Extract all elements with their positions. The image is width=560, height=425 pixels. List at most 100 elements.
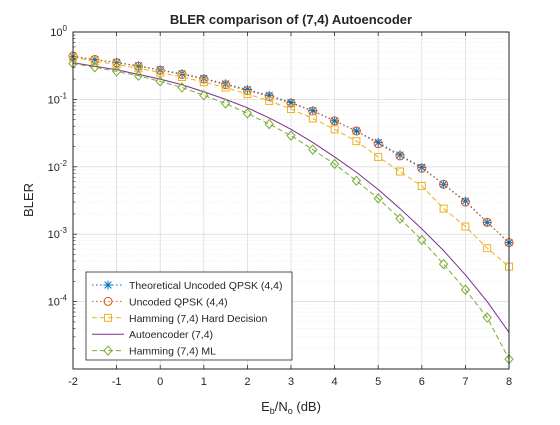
series-line <box>72 56 510 243</box>
x-tick-label: 4 <box>332 376 338 388</box>
data-point <box>329 158 340 170</box>
data-point <box>396 167 404 176</box>
legend-entry: Hamming (7,4) ML <box>92 345 216 358</box>
x-tick-label: 5 <box>375 376 381 388</box>
data-point <box>439 179 449 189</box>
x-axis-label-mid: /N <box>275 399 288 414</box>
data-point <box>199 78 208 87</box>
x-tick-label: -1 <box>112 376 122 388</box>
data-point <box>112 60 121 69</box>
x-tick-labels: -2 -1 0 1 2 3 4 5 6 7 8 <box>68 376 512 388</box>
x-tick-label: 2 <box>244 376 250 388</box>
data-point <box>178 72 186 81</box>
y-tick-label: 10-1 <box>48 91 68 106</box>
series-line <box>72 56 510 268</box>
data-point <box>90 61 100 73</box>
data-point <box>352 137 361 146</box>
x-axis-label-base: E <box>261 399 270 414</box>
data-point <box>308 106 318 116</box>
data-point <box>395 213 405 224</box>
data-point <box>221 83 230 92</box>
data-point <box>90 57 99 66</box>
legend-marker <box>103 345 113 356</box>
data-point <box>265 96 274 105</box>
x-tick-label: 8 <box>506 376 512 388</box>
y-tick-label-base: 10 <box>48 94 60 106</box>
x-axis-label-tail: (dB) <box>293 399 321 414</box>
y-tick-label: 10-2 <box>48 159 68 174</box>
data-point <box>177 82 187 93</box>
data-point <box>133 70 144 81</box>
chart-title: BLER comparison of (7,4) Autoencoder <box>170 12 412 27</box>
series-line <box>72 63 510 360</box>
x-tick-label: 6 <box>419 376 425 388</box>
y-tick-label: 10-4 <box>48 294 68 309</box>
data-point <box>417 163 427 173</box>
legend-label: Hamming (7,4) Hard Decision <box>129 313 267 325</box>
data-point <box>351 126 361 136</box>
data-point <box>264 118 274 130</box>
data-point <box>330 125 339 134</box>
y-tick-label: 10-3 <box>48 226 68 241</box>
x-axis-label-sub-o: o <box>288 406 293 416</box>
data-point <box>417 181 426 190</box>
x-tick-label: 1 <box>201 376 207 388</box>
legend: Theoretical Uncoded QPSK (4,4) Uncoded QP… <box>85 271 293 361</box>
data-point <box>155 76 165 87</box>
y-tick-label-exp: -3 <box>60 226 68 235</box>
legend-entry: Theoretical Uncoded QPSK (4,4) <box>92 280 283 292</box>
data-point <box>286 98 296 108</box>
data-point <box>351 175 362 187</box>
legend-marker <box>103 296 113 306</box>
data-point <box>373 193 383 204</box>
legend-entry: Hamming (7,4) Hard Decision <box>92 313 267 325</box>
data-point <box>287 105 295 114</box>
data-point <box>220 98 231 109</box>
series-4 <box>72 62 510 333</box>
data-point <box>395 151 405 161</box>
legend-marker <box>103 280 113 290</box>
y-tick-label-exp: 0 <box>63 24 68 33</box>
data-point <box>286 130 296 141</box>
x-tick-label: 7 <box>462 376 468 388</box>
data-point <box>482 217 492 227</box>
legend-entries: Theoretical Uncoded QPSK (4,4) Uncoded QP… <box>92 280 283 358</box>
legend-entry: Uncoded QPSK (4,4) <box>92 296 228 308</box>
y-axis-label: BLER <box>21 183 36 217</box>
legend-box <box>85 271 293 361</box>
x-tick-label: 0 <box>157 376 163 388</box>
y-tick-label-base: 10 <box>48 229 60 241</box>
data-point <box>438 258 449 270</box>
y-tick-label-base: 10 <box>48 297 60 309</box>
legend-marker <box>104 313 112 322</box>
data-point <box>482 217 492 227</box>
legend-label: Autoencoder (7,4) <box>129 329 213 341</box>
y-tick-label-base: 10 <box>50 27 62 39</box>
data-point <box>373 139 383 149</box>
data-point <box>242 108 253 119</box>
legend-label: Hamming (7,4) ML <box>129 346 216 358</box>
y-tick-label: 100 <box>50 24 67 39</box>
y-tick-label-exp: -2 <box>60 159 68 168</box>
data-point <box>199 90 209 101</box>
x-axis-label: Eb/No (dB) <box>261 399 321 416</box>
legend-label: Theoretical Uncoded QPSK (4,4) <box>129 280 283 292</box>
data-point <box>374 152 383 161</box>
ticks-layer <box>72 31 510 370</box>
x-axis-label-sub-b: b <box>270 406 275 416</box>
legend-entry: Autoencoder (7,4) <box>92 329 213 341</box>
data-point <box>308 144 318 155</box>
data-point <box>482 312 492 323</box>
x-tick-label: -2 <box>68 376 78 388</box>
y-tick-label-exp: -1 <box>60 91 68 100</box>
data-point <box>483 244 492 253</box>
data-point <box>439 204 448 213</box>
data-point <box>308 114 317 123</box>
y-tick-label-base: 10 <box>48 162 60 174</box>
data-point <box>460 284 471 295</box>
data-point <box>460 197 470 207</box>
data-point <box>330 116 340 126</box>
data-point <box>461 222 470 231</box>
